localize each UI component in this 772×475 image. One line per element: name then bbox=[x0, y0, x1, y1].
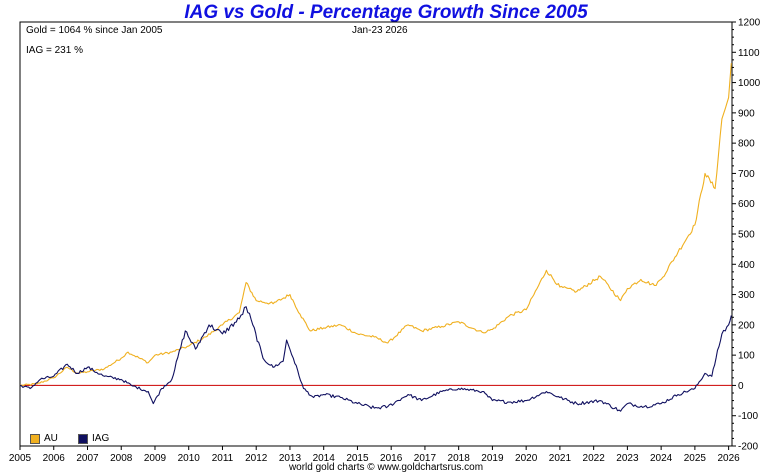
y-tick-label: 600 bbox=[738, 199, 755, 210]
legend-item-iag: IAG bbox=[78, 433, 109, 444]
y-tick-label: 700 bbox=[738, 169, 755, 180]
gold-growth-note: Gold = 1064 % since Jan 2005 bbox=[26, 25, 163, 36]
y-tick-label: 1200 bbox=[738, 18, 761, 29]
y-tick-label: 800 bbox=[738, 139, 755, 150]
y-tick-label: 1100 bbox=[738, 48, 760, 59]
legend-label-au: AU bbox=[44, 433, 58, 444]
x-tick-label: 2017 bbox=[414, 453, 437, 464]
iag-growth-note: IAG = 231 % bbox=[26, 45, 83, 56]
x-tick-label: 2026 bbox=[718, 453, 741, 464]
x-tick-label: 2016 bbox=[380, 453, 403, 464]
y-tick-label: 300 bbox=[738, 290, 755, 301]
x-tick-label: 2015 bbox=[346, 453, 369, 464]
x-tick-label: 2020 bbox=[515, 453, 538, 464]
x-tick-label: 2018 bbox=[448, 453, 471, 464]
chart-date: Jan-23 2026 bbox=[352, 25, 408, 36]
x-tick-label: 2014 bbox=[313, 453, 336, 464]
x-tick-label: 2006 bbox=[43, 453, 66, 464]
x-tick-label: 2010 bbox=[178, 453, 201, 464]
legend-swatch-au bbox=[30, 433, 40, 444]
x-tick-label: 2025 bbox=[684, 453, 707, 464]
x-tick-label: 2022 bbox=[583, 453, 606, 464]
y-tick-label: 100 bbox=[738, 351, 755, 362]
y-tick-label: 400 bbox=[738, 260, 755, 271]
x-tick-label: 2023 bbox=[616, 453, 639, 464]
series-line-au bbox=[19, 63, 732, 387]
y-tick-label: -200 bbox=[738, 442, 758, 453]
y-tick-label: 200 bbox=[738, 320, 755, 331]
x-tick-label: 2012 bbox=[245, 453, 268, 464]
y-tick-label: 0 bbox=[738, 381, 744, 392]
x-tick-label: 2009 bbox=[144, 453, 167, 464]
y-tick-label: 500 bbox=[738, 230, 755, 241]
footer-credit: world gold charts © www.goldchartsrus.co… bbox=[288, 462, 484, 473]
x-tick-label: 2024 bbox=[650, 453, 673, 464]
x-tick-label: 2021 bbox=[549, 453, 572, 464]
x-tick-label: 2019 bbox=[481, 453, 504, 464]
chart-title: IAG vs Gold - Percentage Growth Since 20… bbox=[184, 2, 588, 23]
x-tick-label: 2008 bbox=[110, 453, 133, 464]
x-tick-label: 2007 bbox=[76, 453, 99, 464]
legend-item-au: AU bbox=[30, 433, 58, 444]
y-tick-label: -100 bbox=[738, 411, 758, 422]
y-tick-label: 1000 bbox=[738, 78, 761, 89]
legend-label-iag: IAG bbox=[92, 433, 110, 444]
x-tick-label: 2011 bbox=[212, 453, 234, 464]
x-tick-label: 2013 bbox=[279, 453, 302, 464]
legend-swatch-iag bbox=[78, 433, 88, 444]
x-tick-label: 2005 bbox=[9, 453, 32, 464]
series-line-iag bbox=[19, 306, 732, 412]
y-tick-label: 900 bbox=[738, 108, 755, 119]
